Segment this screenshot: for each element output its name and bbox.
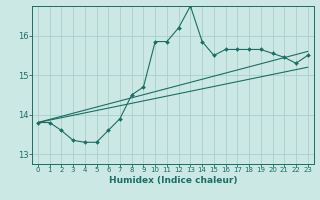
X-axis label: Humidex (Indice chaleur): Humidex (Indice chaleur) bbox=[108, 176, 237, 185]
